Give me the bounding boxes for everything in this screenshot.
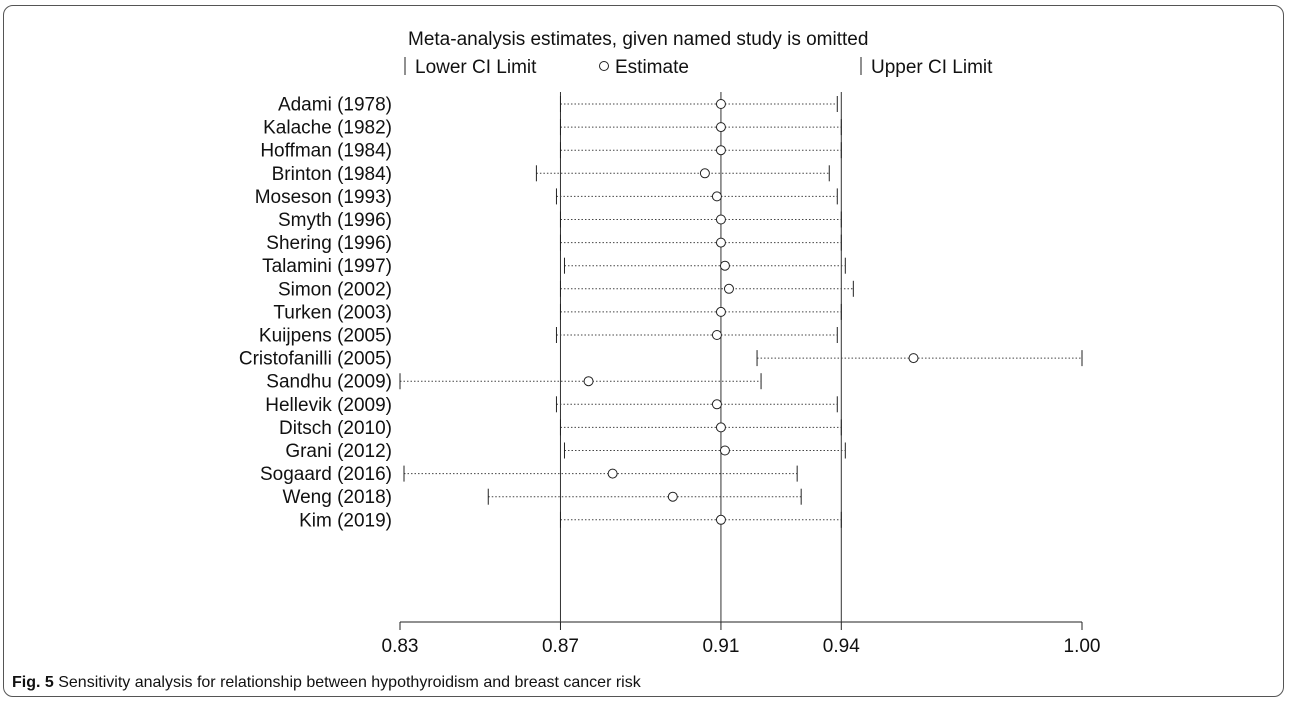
study-label: Smyth (1996)	[278, 210, 392, 231]
reference-lines	[559, 92, 842, 622]
study-row: Moseson (1993)	[255, 187, 838, 208]
x-tick-label: 0.94	[823, 636, 860, 657]
study-row: Talamini (1997)	[262, 256, 846, 277]
legend-upper-label: Upper CI Limit	[871, 57, 993, 78]
study-row: Grani (2012)	[285, 441, 846, 462]
study-row: Kim (2019)	[299, 510, 842, 531]
study-label: Sogaard (2016)	[260, 464, 392, 485]
study-row: Hellevik (2009)	[265, 395, 838, 416]
study-label: Adami (1978)	[278, 95, 392, 116]
estimate-marker	[711, 399, 722, 410]
x-tick-label: 1.00	[1064, 636, 1101, 657]
estimate-marker	[715, 237, 726, 248]
study-row: Shering (1996)	[266, 233, 842, 254]
study-rows: Adami (1978)Kalache (1982)Hoffman (1984)…	[239, 95, 1083, 531]
estimate-marker	[908, 353, 919, 364]
study-label: Shering (1996)	[266, 233, 392, 254]
study-row: Kuijpens (2005)	[259, 326, 838, 347]
x-tick-label: 0.83	[382, 636, 419, 657]
caption-text: Sensitivity analysis for relationship be…	[58, 674, 641, 691]
estimate-marker	[715, 514, 726, 525]
study-label: Hellevik (2009)	[265, 395, 392, 416]
estimate-marker	[715, 422, 726, 433]
study-label: Turken (2003)	[273, 302, 392, 323]
legend-lower-label: Lower CI Limit	[415, 57, 537, 78]
estimate-marker	[699, 168, 710, 179]
study-row: Kalache (1982)	[263, 118, 842, 139]
study-row: Cristofanilli (2005)	[239, 349, 1083, 370]
x-ticks: 0.83 0.87 0.91 0.94 1.00	[382, 622, 1101, 657]
caption-label: Fig. 5	[12, 674, 54, 691]
study-label: Simon (2002)	[278, 279, 392, 300]
estimate-marker	[667, 491, 678, 502]
estimate-marker	[711, 191, 722, 202]
study-label: Moseson (1993)	[255, 187, 392, 208]
study-label: Ditsch (2010)	[279, 418, 392, 439]
study-row: Weng (2018)	[283, 487, 802, 508]
study-label: Grani (2012)	[285, 441, 392, 462]
estimate-marker	[607, 468, 618, 479]
estimate-marker	[583, 376, 594, 387]
study-label: Talamini (1997)	[262, 256, 392, 277]
estimate-marker	[715, 214, 726, 225]
study-row: Simon (2002)	[278, 279, 854, 300]
study-row: Turken (2003)	[273, 302, 842, 323]
estimate-marker	[723, 283, 734, 294]
figure-frame	[3, 5, 1284, 697]
study-label: Cristofanilli (2005)	[239, 349, 392, 370]
estimate-marker	[715, 145, 726, 156]
study-row: Ditsch (2010)	[279, 418, 842, 439]
estimate-marker	[715, 122, 726, 133]
x-tick-label: 0.87	[542, 636, 579, 657]
study-label: Weng (2018)	[283, 487, 393, 508]
study-label: Kalache (1982)	[263, 118, 392, 139]
figure-caption: Fig. 5 Sensitivity analysis for relation…	[12, 674, 1272, 692]
study-row: Hoffman (1984)	[260, 141, 842, 162]
x-axis: 0.83 0.87 0.91 0.94 1.00	[382, 621, 1101, 657]
study-label: Kuijpens (2005)	[259, 326, 392, 347]
study-row: Brinton (1984)	[272, 164, 830, 185]
legend-estimate-label: Estimate	[615, 57, 689, 78]
estimate-marker	[711, 330, 722, 340]
estimate-marker	[715, 306, 726, 317]
study-row: Sogaard (2016)	[260, 464, 798, 485]
x-tick-label: 0.91	[702, 636, 739, 657]
legend-estimate-marker	[599, 61, 609, 71]
study-label: Kim (2019)	[299, 510, 392, 531]
study-row: Adami (1978)	[278, 95, 838, 116]
study-row: Smyth (1996)	[278, 210, 842, 231]
estimate-marker	[719, 260, 730, 271]
study-row: Sandhu (2009)	[266, 372, 762, 393]
chart-title: Meta-analysis estimates, given named stu…	[408, 29, 868, 50]
study-label: Sandhu (2009)	[266, 372, 392, 393]
legend: Lower CI Limit Estimate Upper CI Limit	[404, 57, 993, 78]
study-label: Brinton (1984)	[272, 164, 392, 185]
study-label: Hoffman (1984)	[260, 141, 392, 162]
estimate-marker	[715, 99, 726, 109]
estimate-marker	[719, 445, 730, 456]
